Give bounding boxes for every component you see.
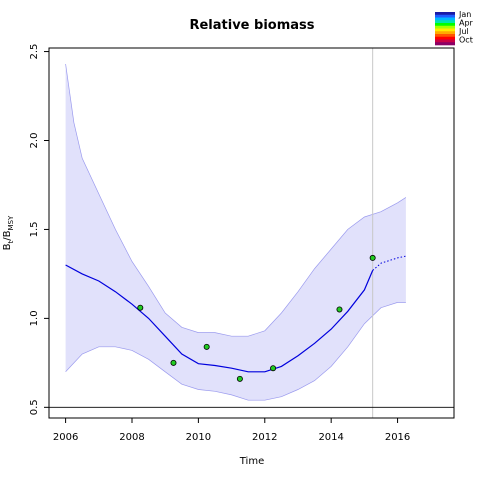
x-tick-label: 2006 (53, 432, 78, 443)
legend-label: Jan (458, 10, 471, 19)
legend-swatch (435, 31, 455, 35)
y-axis: 0.5 1.0 1.5 2.0 2.5 (29, 44, 49, 415)
y-label-sep: /B (2, 230, 13, 240)
x-tick-label: 2014 (318, 432, 343, 443)
legend-swatch (435, 14, 455, 18)
x-tick-label: 2012 (252, 432, 277, 443)
data-point (236, 375, 243, 382)
legend-swatch (435, 25, 455, 29)
y-label-sub-msy: MSY (7, 215, 15, 230)
y-label-sub-t: t (7, 240, 15, 243)
legend-label: Jul (458, 27, 469, 36)
legend-swatch (435, 36, 455, 40)
data-point (270, 365, 277, 372)
legend-swatch (435, 23, 455, 27)
confidence-band-lower (65, 302, 406, 401)
chart-title: Relative biomass (189, 18, 314, 33)
data-point (336, 306, 343, 313)
legend-swatch (435, 20, 455, 24)
legend-label: Oct (459, 36, 473, 45)
legend-swatch (435, 28, 455, 32)
legend-swatch (435, 17, 455, 21)
legend-swatch (435, 42, 455, 46)
x-tick-label: 2008 (119, 432, 144, 443)
legend-label: Apr (459, 19, 474, 28)
data-point (170, 359, 177, 366)
confidence-band-area (65, 64, 406, 401)
y-tick-label: 0.5 (29, 399, 40, 415)
x-tick-label: 2010 (186, 432, 211, 443)
y-tick-label: 2.5 (29, 44, 40, 60)
fit-lines (65, 255, 407, 373)
data-point (137, 304, 144, 311)
x-tick-label: 2016 (385, 432, 410, 443)
y-tick-label: 2.0 (29, 133, 40, 149)
fit-line (65, 264, 374, 373)
projection-line (372, 255, 407, 271)
y-axis-label: Bt/BMSY (2, 215, 15, 250)
legend-swatch (435, 39, 455, 43)
y-label-base: B (2, 243, 13, 250)
observation-points (137, 254, 376, 382)
legend-swatch (435, 12, 455, 16)
confidence-band-upper (65, 63, 407, 337)
confidence-band (65, 63, 407, 401)
x-axis: 2006 2008 2010 2012 2014 2016 (53, 418, 410, 443)
y-tick-label: 1.5 (29, 221, 40, 237)
y-tick-label: 1.0 (29, 310, 40, 326)
data-point (203, 343, 210, 350)
x-axis-label: Time (239, 456, 264, 467)
plot-frame (48, 47, 455, 419)
data-point (369, 254, 376, 261)
legend-swatch (435, 34, 455, 38)
